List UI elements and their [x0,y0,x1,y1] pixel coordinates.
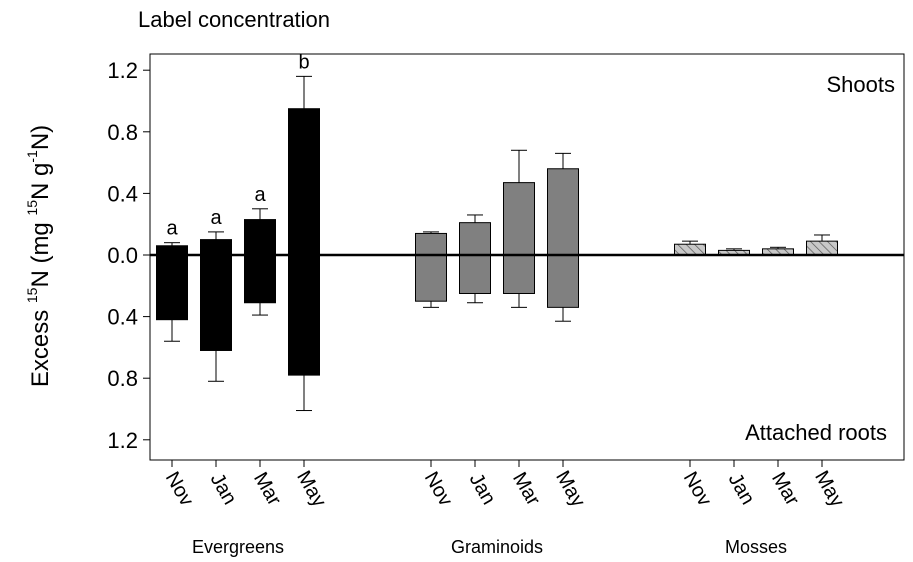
x-tick-label: Jan [724,470,759,509]
x-tick-label: Mar [249,469,285,510]
bar-shoots-evergreens-mar [244,219,276,256]
y-axis-label-pre: Excess [27,303,54,387]
y-tick-label: 0.8 [107,120,138,145]
y-axis-label-sup2: 15 [24,200,40,216]
y-axis-label-mid1: N (mg [27,216,54,288]
y-axis-label-post: N) [27,125,54,150]
bar-roots-evergreens-jan [200,254,232,351]
bar-shoots-evergreens-nov [156,245,188,256]
chart-marks: 1.2 0.8 0.4 0.0 0.4 0.8 1.2 a Nov a Jan a Mar b May Eve… [107,51,904,557]
bar-roots-evergreens-mar [244,254,276,304]
x-tick-label: Jan [206,470,241,509]
bar-roots-evergreens-may [288,254,320,376]
bar-shoots-mosses-may [806,240,838,256]
group-label-evergreens: Evergreens [192,537,284,557]
bar-shoots-graminoids-may [547,168,579,256]
bar-roots-graminoids-nov [415,254,447,302]
bar-shoots-evergreens-may [288,108,320,256]
y-tick-label: 0.4 [107,181,138,206]
significance-letter: b [298,51,309,73]
y-tick-label: 1.2 [107,428,138,453]
x-tick-label: May [551,467,589,511]
bar-roots-graminoids-may [547,254,579,308]
x-tick-label: Nov [161,468,198,510]
group-label-mosses: Mosses [725,537,787,557]
bar-roots-evergreens-nov [156,254,188,321]
x-tick-label: Jan [465,470,500,509]
y-axis-label-sup1: 15 [24,287,40,303]
x-tick-label: Mar [767,469,803,510]
group-label-graminoids: Graminoids [451,537,543,557]
bar-shoots-graminoids-mar [503,182,535,256]
y-tick-label: 0.4 [107,305,138,330]
bar-roots-graminoids-mar [503,254,535,294]
x-tick-label: May [810,467,848,511]
significance-letter: a [254,184,266,206]
x-tick-label: Mar [508,469,544,510]
bar-roots-graminoids-jan [459,254,491,294]
x-tick-label: May [292,467,330,511]
y-tick-label: 0.0 [107,243,138,268]
y-axis-label-mid2: N g [27,163,54,200]
y-tick-label: 1.2 [107,58,138,83]
panel-label-attached-roots: Attached roots [745,420,887,445]
significance-letter: a [210,207,222,229]
bar-shoots-evergreens-jan [200,239,232,256]
panel-label-shoots: Shoots [827,72,896,97]
bar-shoots-mosses-nov [674,243,706,256]
plot-frame [149,53,905,461]
y-axis-label: Excess 15N (mg 15N g-1N) [24,125,54,387]
chart-title: Label concentration [138,7,330,32]
x-tick-label: Nov [420,468,457,510]
y-axis-label-sup3: -1 [24,150,40,163]
significance-letter: a [166,218,178,240]
x-tick-label: Nov [679,468,716,510]
bar-shoots-graminoids-jan [459,222,491,256]
bar-shoots-graminoids-nov [415,232,447,256]
y-tick-label: 0.8 [107,366,138,391]
